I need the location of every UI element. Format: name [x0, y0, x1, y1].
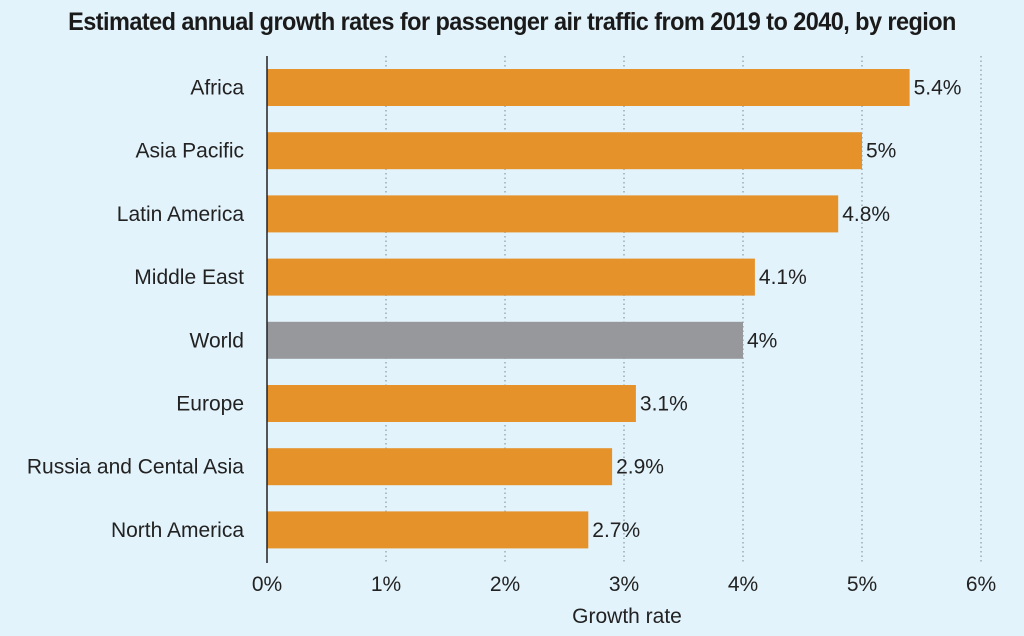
category-label: Latin America — [117, 203, 245, 226]
bar-3 — [267, 258, 755, 296]
x-tick-label: 5% — [847, 573, 877, 596]
x-axis-label: Growth rate — [572, 605, 682, 628]
bar-6 — [267, 448, 613, 486]
bar-5 — [267, 385, 636, 422]
value-label: 5.4% — [914, 77, 962, 100]
category-label: Asia Pacific — [135, 140, 244, 163]
x-tick-label: 3% — [609, 573, 639, 596]
category-label: Europe — [176, 393, 244, 416]
category-label: Africa — [190, 77, 244, 100]
value-label: 3.1% — [640, 393, 688, 416]
value-label: 4.1% — [759, 266, 807, 289]
category-label: Russia and Cental Asia — [27, 456, 244, 479]
category-label: North America — [111, 519, 244, 542]
value-label: 4% — [747, 329, 777, 352]
bar-7 — [267, 511, 589, 549]
chart-title: Estimated annual growth rates for passen… — [68, 8, 956, 36]
value-label: 2.7% — [592, 519, 640, 542]
x-tick-label: 6% — [966, 573, 996, 596]
x-tick-label: 4% — [728, 573, 758, 596]
bar-0 — [267, 69, 910, 106]
value-label: 4.8% — [842, 203, 890, 226]
x-tick-label: 0% — [252, 573, 282, 596]
category-label: World — [190, 329, 244, 352]
bar-4 — [267, 321, 743, 359]
bar-2 — [267, 195, 839, 233]
x-tick-label: 2% — [490, 573, 520, 596]
value-label: 5% — [866, 140, 896, 163]
x-tick-label: 1% — [371, 573, 401, 596]
category-label: Middle East — [134, 266, 244, 289]
value-label: 2.9% — [616, 456, 664, 479]
bar-1 — [267, 132, 862, 170]
